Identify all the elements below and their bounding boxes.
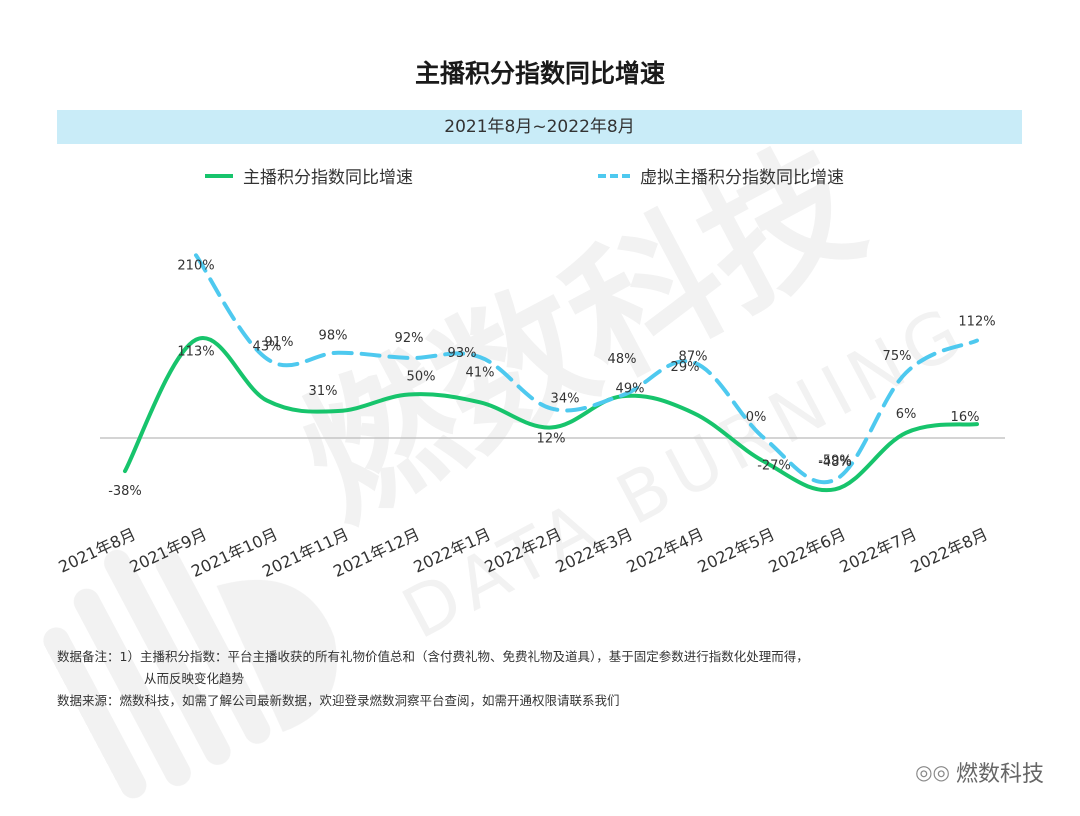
data-label: 98%: [319, 329, 348, 344]
series-line-anchor-index: [123, 336, 979, 493]
data-label: 34%: [551, 391, 580, 406]
legend-series2-label: 虚拟主播积分指数同比增速: [640, 168, 844, 188]
x-tick-label: 2022年2月: [482, 524, 565, 576]
data-label: 75%: [883, 349, 912, 364]
brand-mark: ◎◎ 燃数科技: [915, 756, 1044, 788]
data-label: 87%: [679, 349, 708, 364]
date-range-band: 2021年8月~2022年8月: [57, 110, 1022, 144]
x-tick-label: 2022年6月: [766, 524, 849, 576]
chart-title: 主播积分指数同比增速: [414, 59, 665, 88]
legend-series1-label: 主播积分指数同比增速: [243, 168, 413, 188]
data-label: 50%: [407, 370, 436, 385]
data-label: 41%: [466, 365, 495, 380]
data-label: -48%: [818, 455, 852, 470]
data-label: 93%: [448, 346, 477, 361]
data-label: 31%: [309, 384, 338, 399]
data-label: 29%: [671, 360, 700, 375]
data-label: 16%: [951, 410, 980, 425]
data-label: -27%: [757, 458, 791, 473]
x-tick-label: 2022年4月: [624, 524, 707, 576]
x-tick-label: 2022年1月: [411, 524, 494, 576]
data-label: 112%: [958, 315, 995, 330]
data-label: -38%: [108, 484, 142, 499]
note-line1: 数据备注：1）主播积分指数：平台主播收获的所有礼物价值总和（含付费礼物、免费礼物…: [57, 649, 809, 664]
x-tick-label: 2022年7月: [837, 524, 920, 576]
legend-solid-swatch: [205, 173, 233, 178]
data-label: 6%: [896, 407, 917, 422]
data-label: 48%: [608, 352, 637, 367]
data-label: 0%: [746, 410, 767, 425]
data-label: 210%: [177, 258, 214, 273]
data-label: 91%: [265, 335, 294, 350]
data-label: 43%: [253, 340, 282, 355]
data-label: 113%: [177, 345, 214, 360]
data-label: 49%: [616, 381, 645, 396]
legend-dashed-swatch: [598, 173, 630, 178]
wechat-icon: ◎◎: [915, 760, 950, 784]
data-label: 92%: [395, 331, 424, 346]
data-label: -59%: [818, 453, 852, 468]
brand-name: 燃数科技: [955, 762, 1044, 787]
x-tick-label: 2022年3月: [553, 524, 636, 576]
x-tick-label: 2022年8月: [908, 524, 991, 576]
note-source: 数据来源：燃数科技，如需了解公司最新数据，欢迎登录燃数洞察平台查阅，如需开通权限…: [57, 693, 620, 708]
legend-series1: 主播积分指数同比增速: [205, 163, 413, 188]
data-label: 12%: [537, 432, 566, 447]
legend-series2: 虚拟主播积分指数同比增速: [598, 163, 844, 188]
x-tick-label: 2021年8月: [56, 524, 139, 576]
series-line-virtual-anchor-index: [194, 253, 979, 485]
note-line2: 从而反映变化趋势: [144, 671, 245, 686]
x-tick-label: 2022年5月: [695, 524, 778, 576]
